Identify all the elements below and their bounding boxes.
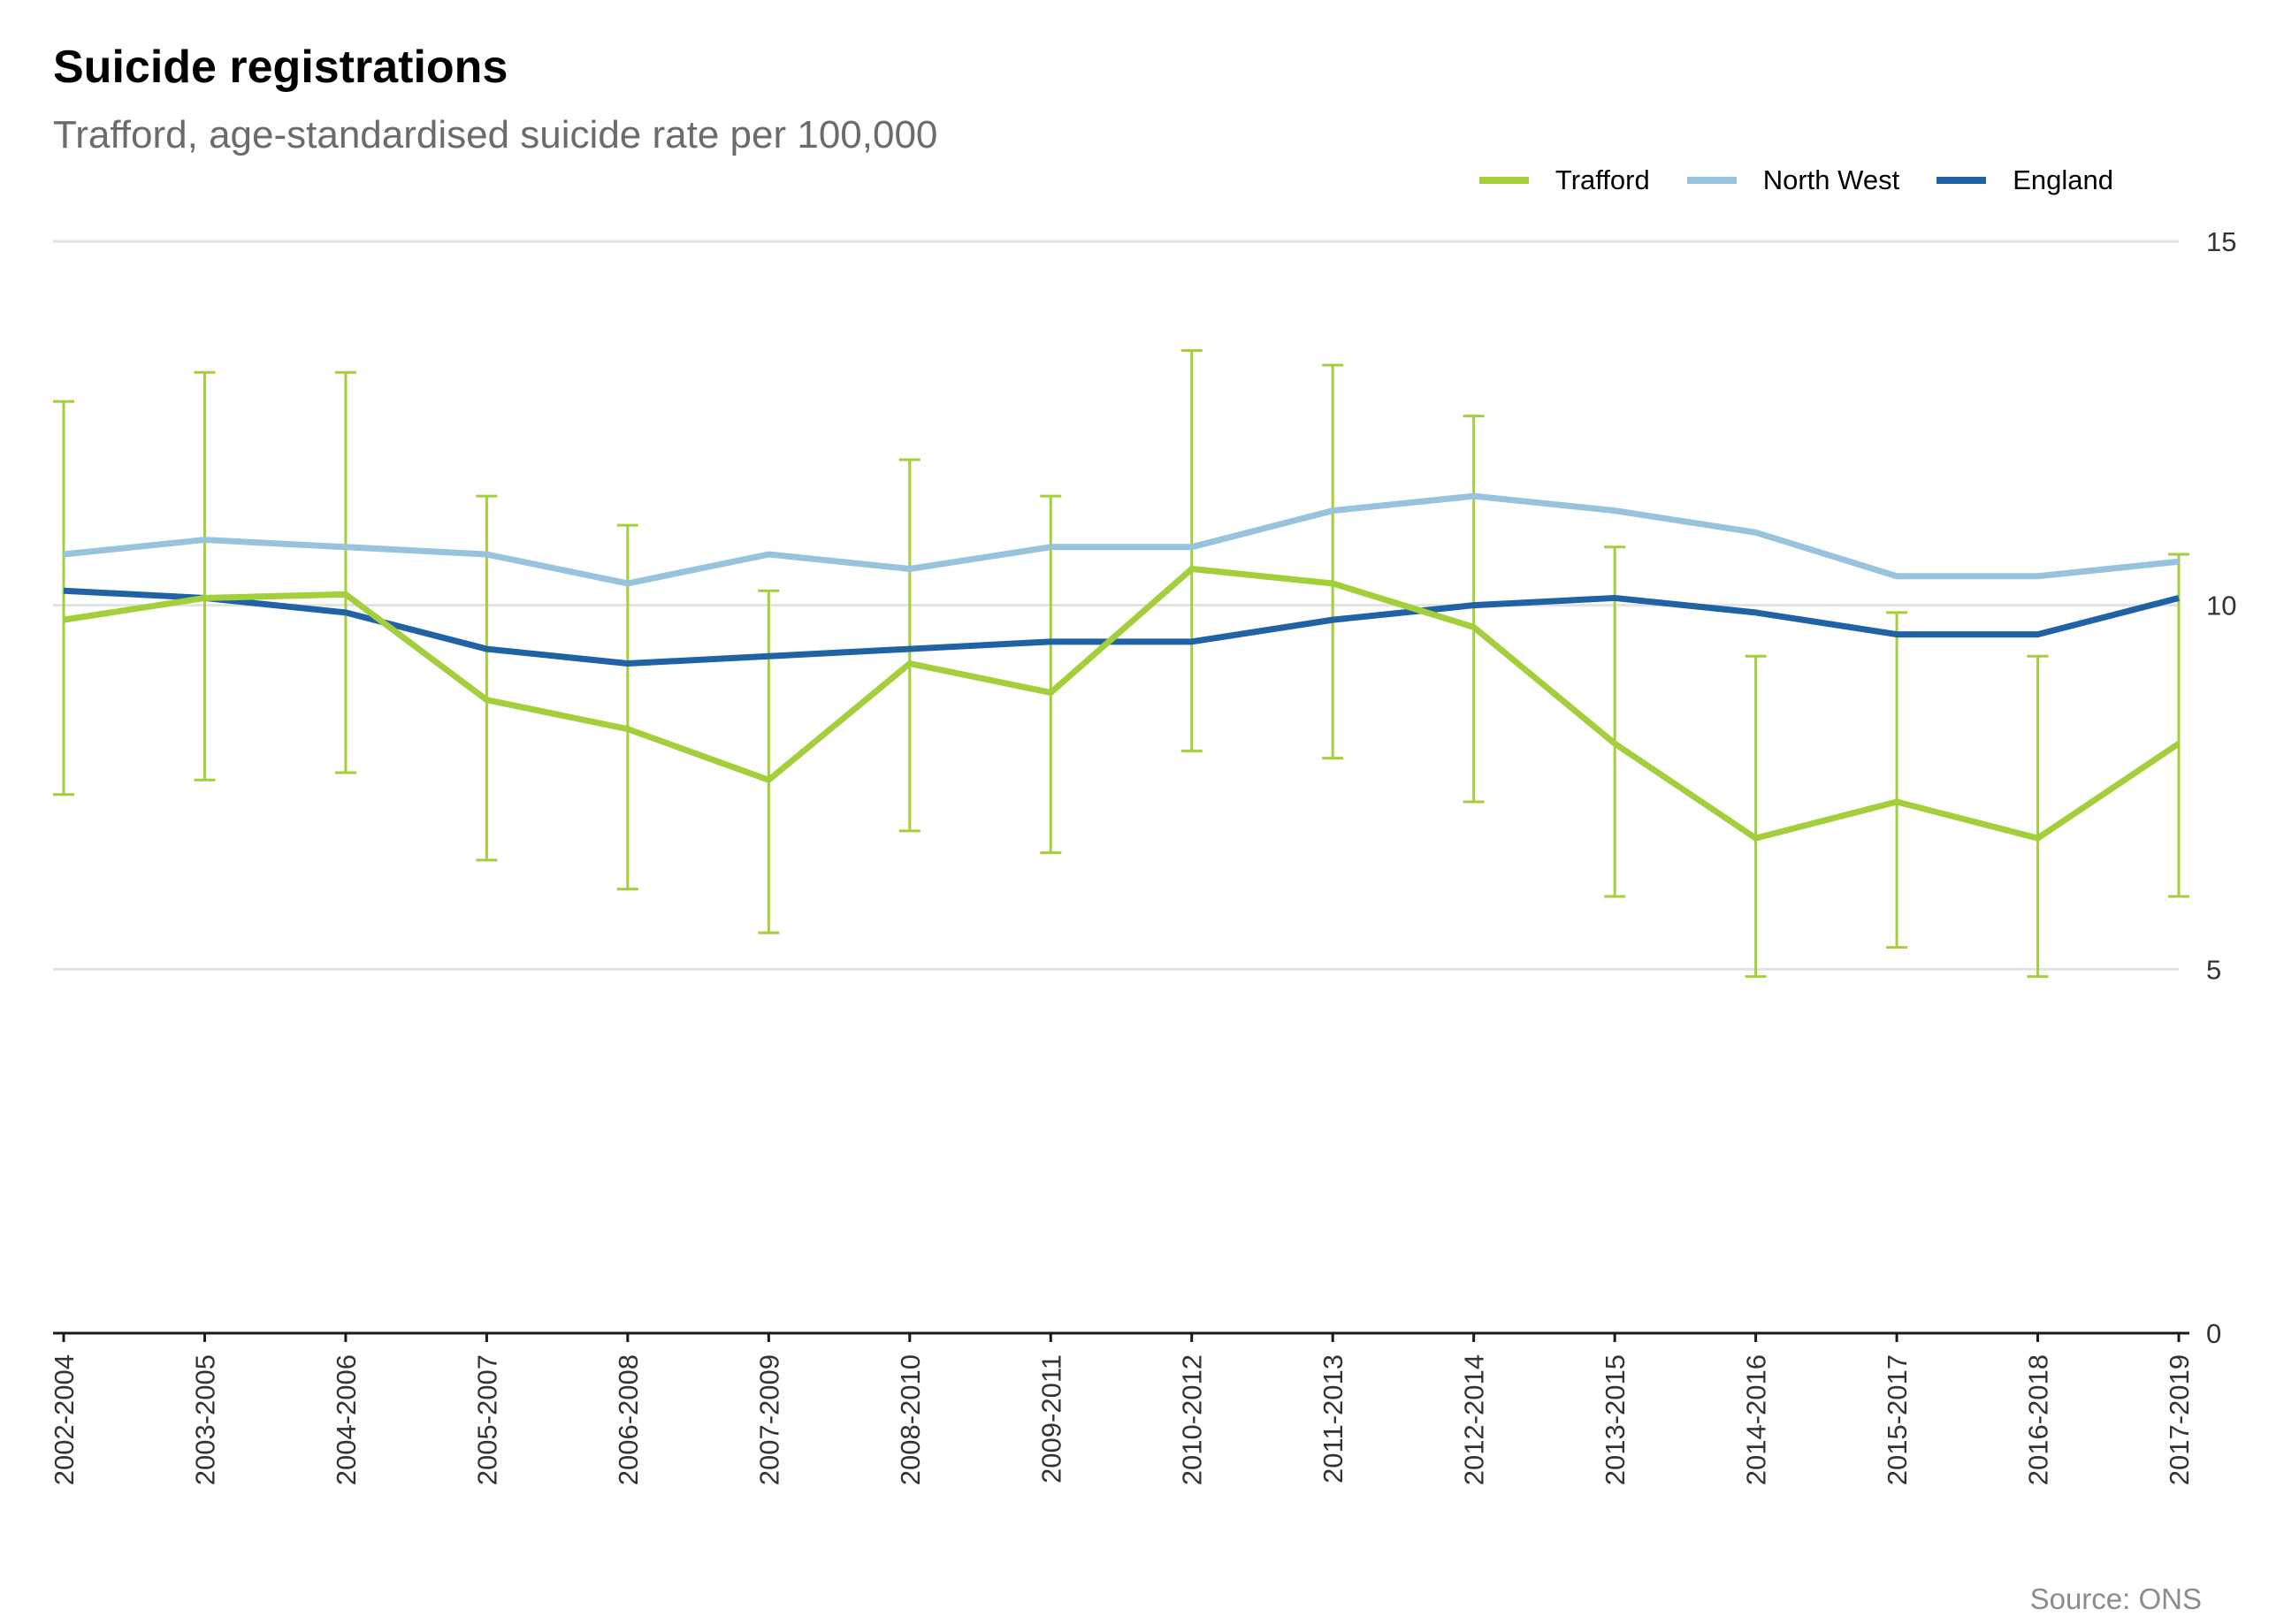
legend-item-north-west: North West	[1686, 164, 1900, 196]
y-tick-label-5: 5	[2206, 954, 2221, 985]
legend-item-england: England	[1936, 164, 2113, 196]
x-tick-label-2002-2004: 2002-2004	[49, 1354, 80, 1485]
x-tick-label-2011-2013: 2011-2013	[1318, 1354, 1348, 1483]
x-tick-label-2009-2011: 2009-2011	[1035, 1354, 1066, 1483]
x-tick-label-2017-2019: 2017-2019	[2164, 1354, 2195, 1485]
chart-subtitle: Trafford, age-standardised suicide rate …	[53, 113, 938, 156]
legend-label-trafford: Trafford	[1554, 164, 1650, 195]
y-tick-label-15: 15	[2206, 226, 2236, 257]
legend-swatch-trafford	[1478, 177, 1529, 184]
x-tick-label-2015-2017: 2015-2017	[1882, 1354, 1913, 1485]
x-tick-label-2005-2007: 2005-2007	[471, 1354, 502, 1485]
x-tick-label-2014-2016: 2014-2016	[1741, 1354, 1772, 1485]
legend-label-north-west: North West	[1762, 164, 1900, 195]
legend-label-england: England	[2013, 164, 2113, 195]
x-tick-label-2012-2014: 2012-2014	[1459, 1354, 1490, 1485]
x-tick-label-2016-2018: 2016-2018	[2023, 1354, 2054, 1485]
series-line-england	[63, 587, 2180, 667]
x-tick-label-2004-2006: 2004-2006	[331, 1354, 362, 1485]
x-tick-label-2010-2012: 2010-2012	[1177, 1354, 1208, 1485]
legend-item-trafford: Trafford	[1478, 164, 1650, 196]
source-note: Source: ONS	[2029, 1582, 2202, 1615]
series-line-north-west	[63, 492, 2180, 587]
y-tick-label-0: 0	[2206, 1318, 2221, 1349]
legend: Trafford North West England	[1442, 164, 2113, 196]
x-tick-label-2013-2015: 2013-2015	[1600, 1354, 1631, 1485]
y-tick-label-10: 10	[2206, 591, 2236, 621]
x-tick-label-2008-2010: 2008-2010	[895, 1354, 926, 1485]
series-line-trafford	[63, 566, 2181, 842]
chart-title: Suicide registrations	[53, 42, 508, 93]
x-tick-label-2006-2008: 2006-2008	[613, 1354, 644, 1485]
legend-swatch-north-west	[1686, 177, 1737, 184]
legend-swatch-england	[1936, 177, 1987, 184]
x-tick-label-2007-2009: 2007-2009	[753, 1354, 784, 1485]
x-tick-label-2003-2005: 2003-2005	[189, 1354, 220, 1485]
